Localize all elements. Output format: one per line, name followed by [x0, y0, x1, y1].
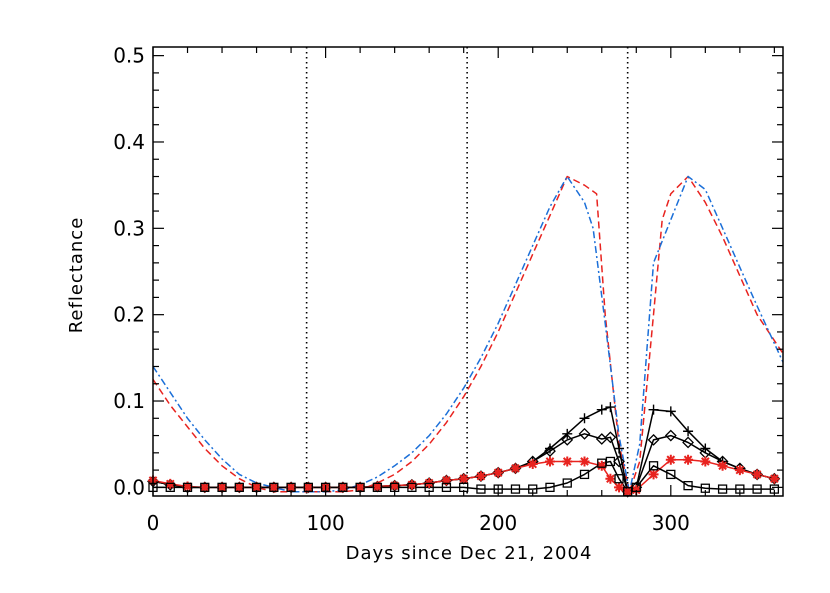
- marker-star-5-7: [268, 482, 279, 493]
- marker-star-5-34: [700, 456, 711, 467]
- marker-diamond-4-31: [647, 433, 660, 446]
- marker-star-5-30: [631, 484, 642, 495]
- marker-square-6-27: [605, 456, 616, 467]
- marker-square-6-32: [666, 469, 676, 480]
- marker-star-5-38: [769, 473, 780, 484]
- marker-star-5-36: [734, 465, 745, 476]
- marker-square-6-1: [165, 482, 175, 493]
- marker-square-6-31: [648, 461, 659, 471]
- marker-diamond-4-17: [440, 474, 453, 487]
- axes: [152, 46, 784, 497]
- marker-diamond-4-23: [544, 445, 556, 458]
- marker-plus-3-23: [544, 443, 555, 454]
- marker-diamond-4-24: [561, 433, 574, 446]
- marker-diamond-4-20: [492, 466, 505, 479]
- marker-star-5-18: [458, 473, 469, 484]
- marker-square-6-9: [303, 482, 313, 493]
- x-tick-label-100: 100: [307, 511, 345, 535]
- marker-plus-3-32: [665, 406, 676, 417]
- marker-star-5-6: [251, 482, 262, 493]
- marker-star-5-25: [579, 456, 590, 467]
- marker-star-5-17: [441, 475, 452, 486]
- marker-square-6-33: [683, 480, 693, 491]
- marker-diamond-4-38: [768, 472, 781, 485]
- marker-square-6-13: [372, 482, 383, 493]
- marker-square-6-35: [717, 484, 728, 494]
- y-tick-label-4: 0.4: [113, 130, 145, 154]
- marker-plus-3-31: [648, 404, 659, 415]
- plot-frame: [152, 46, 784, 497]
- marker-star-5-15: [406, 479, 417, 490]
- x-tick-label-300: 300: [652, 511, 690, 535]
- axis-ticks: [152, 47, 783, 496]
- marker-star-5-31: [648, 469, 659, 480]
- y-tick-label-3: 0.3: [113, 216, 145, 240]
- marker-diamond-4-32: [664, 429, 677, 442]
- marker-star-5-11: [337, 482, 348, 493]
- marker-star-5-19: [475, 471, 486, 482]
- marker-star-5-32: [665, 454, 676, 465]
- y-axis-label: Reflectance: [66, 217, 87, 334]
- marker-star-5-37: [752, 469, 763, 480]
- marker-star-5-22: [527, 459, 538, 470]
- x-tick-label-0: 0: [147, 511, 160, 535]
- marker-plus-3-26: [596, 404, 607, 415]
- marker-star-5-24: [562, 456, 573, 467]
- marker-square-6-7: [269, 482, 279, 493]
- tick-labels: 0 100 200 300 0.0 0.1 0.2 0.3 0.4 0.5: [113, 44, 690, 535]
- y-tick-label-5: 0.5: [113, 44, 145, 68]
- marker-square-6-17: [441, 482, 452, 493]
- marker-diamond-4-27: [604, 431, 617, 444]
- y-tick-label-0: 0.0: [113, 475, 145, 499]
- series-line-1: [152, 175, 784, 493]
- marker-square-6-23: [545, 482, 555, 493]
- marker-star-5-8: [286, 482, 297, 493]
- marker-star-5-9: [303, 482, 314, 493]
- marker-plus-3-27: [605, 402, 616, 413]
- marker-star-5-20: [493, 467, 504, 478]
- marker-star-5-2: [182, 481, 193, 492]
- marker-star-5-14: [389, 480, 400, 491]
- marker-plus-3-33: [683, 426, 694, 437]
- marker-square-6-28: [614, 474, 624, 484]
- marker-plus-3-24: [562, 428, 573, 439]
- marker-star-5-26: [596, 460, 607, 471]
- marker-plus-3-25: [579, 413, 590, 424]
- marker-star-5-35: [717, 460, 728, 471]
- marker-star-5-27: [605, 473, 616, 484]
- marker-diamond-4-33: [682, 436, 694, 449]
- marker-square-6-25: [579, 469, 590, 480]
- marker-star-5-21: [510, 463, 521, 474]
- marker-plus-3-28: [614, 443, 625, 454]
- marker-star-5-28: [614, 482, 625, 493]
- marker-star-5-13: [372, 481, 383, 492]
- marker-square-6-19: [476, 484, 486, 494]
- marker-star-5-33: [683, 454, 694, 465]
- y-tick-label-1: 0.1: [113, 389, 145, 413]
- y-tick-label-2: 0.2: [113, 303, 145, 327]
- marker-diamond-4-28: [613, 455, 625, 468]
- marker-star-5-23: [544, 456, 555, 467]
- marker-square-6-5: [234, 482, 244, 493]
- marker-star-5-12: [355, 482, 366, 493]
- series-markers: [147, 402, 781, 498]
- marker-square-6-15: [407, 482, 417, 493]
- x-axis-label: Days since Dec 21, 2004: [346, 543, 593, 564]
- marker-square-6-24: [562, 478, 572, 488]
- marker-diamond-4-25: [578, 427, 591, 440]
- marker-star-5-3: [199, 482, 210, 493]
- marker-square-6-3: [200, 482, 210, 493]
- marker-star-5-29: [622, 486, 633, 497]
- marker-star-5-5: [234, 482, 245, 493]
- marker-square-6-21: [510, 484, 521, 494]
- marker-square-6-37: [752, 484, 762, 494]
- x-tick-label-200: 200: [479, 511, 517, 535]
- marker-star-5-4: [217, 482, 228, 493]
- marker-square-6-11: [338, 482, 348, 493]
